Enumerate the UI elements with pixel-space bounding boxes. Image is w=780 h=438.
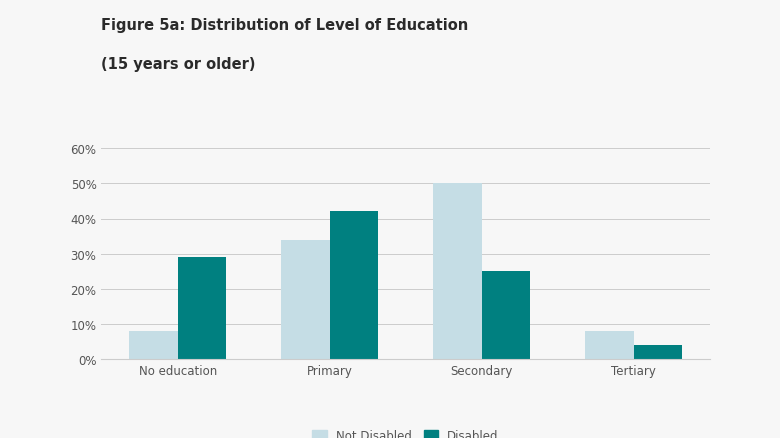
- Bar: [481, 272, 530, 359]
- Bar: [585, 331, 633, 359]
- Text: (15 years or older): (15 years or older): [101, 57, 256, 72]
- Text: Figure 5a: Distribution of Level of Education: Figure 5a: Distribution of Level of Educ…: [101, 18, 469, 32]
- Bar: [633, 345, 682, 359]
- Bar: [281, 240, 330, 359]
- Bar: [178, 258, 226, 359]
- Bar: [330, 212, 378, 359]
- Bar: [129, 331, 178, 359]
- Bar: [433, 184, 481, 359]
- Legend: Not Disabled, Disabled: Not Disabled, Disabled: [307, 424, 504, 438]
